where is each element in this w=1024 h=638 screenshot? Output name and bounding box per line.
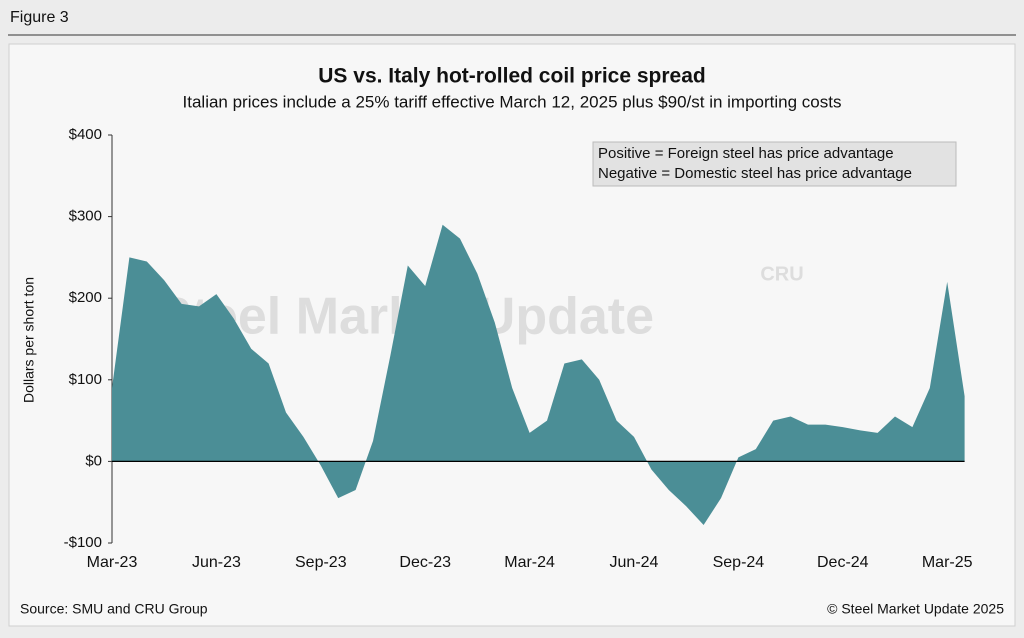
annotation: Positive = Foreign steel has price advan… <box>598 145 894 162</box>
copyright: © Steel Market Update 2025 <box>827 601 1004 617</box>
x-tick-label: Mar-23 <box>87 554 138 571</box>
x-tick-label: Jun-23 <box>192 554 241 571</box>
annotation: Negative = Domestic steel has price adva… <box>598 165 912 182</box>
chart-title: US vs. Italy hot-rolled coil price sprea… <box>318 65 705 88</box>
y-tick-label: $200 <box>69 289 102 306</box>
y-tick-label: $100 <box>69 371 102 388</box>
annotation-box <box>592 141 957 187</box>
x-tick-label: Dec-24 <box>817 554 869 571</box>
x-tick-label: Mar-24 <box>504 554 555 571</box>
x-tick-label: Sep-24 <box>713 554 765 571</box>
y-tick-label: $300 <box>69 208 102 225</box>
x-tick-label: Mar-25 <box>922 554 973 571</box>
y-tick-label: $400 <box>69 126 102 143</box>
x-tick-label: Dec-23 <box>399 554 451 571</box>
figure-label: Figure 3 <box>10 9 69 26</box>
x-tick-label: Sep-23 <box>295 554 347 571</box>
y-axis-label: Dollars per short ton <box>21 277 37 403</box>
watermark-logo: CRU <box>760 263 803 285</box>
source: Source: SMU and CRU Group <box>20 601 208 617</box>
y-tick-label: $0 <box>85 452 102 469</box>
x-tick-label: Jun-24 <box>610 554 659 571</box>
y-tick-label: -$100 <box>64 534 102 551</box>
chart-subtitle: Italian prices include a 25% tariff effe… <box>183 92 842 111</box>
